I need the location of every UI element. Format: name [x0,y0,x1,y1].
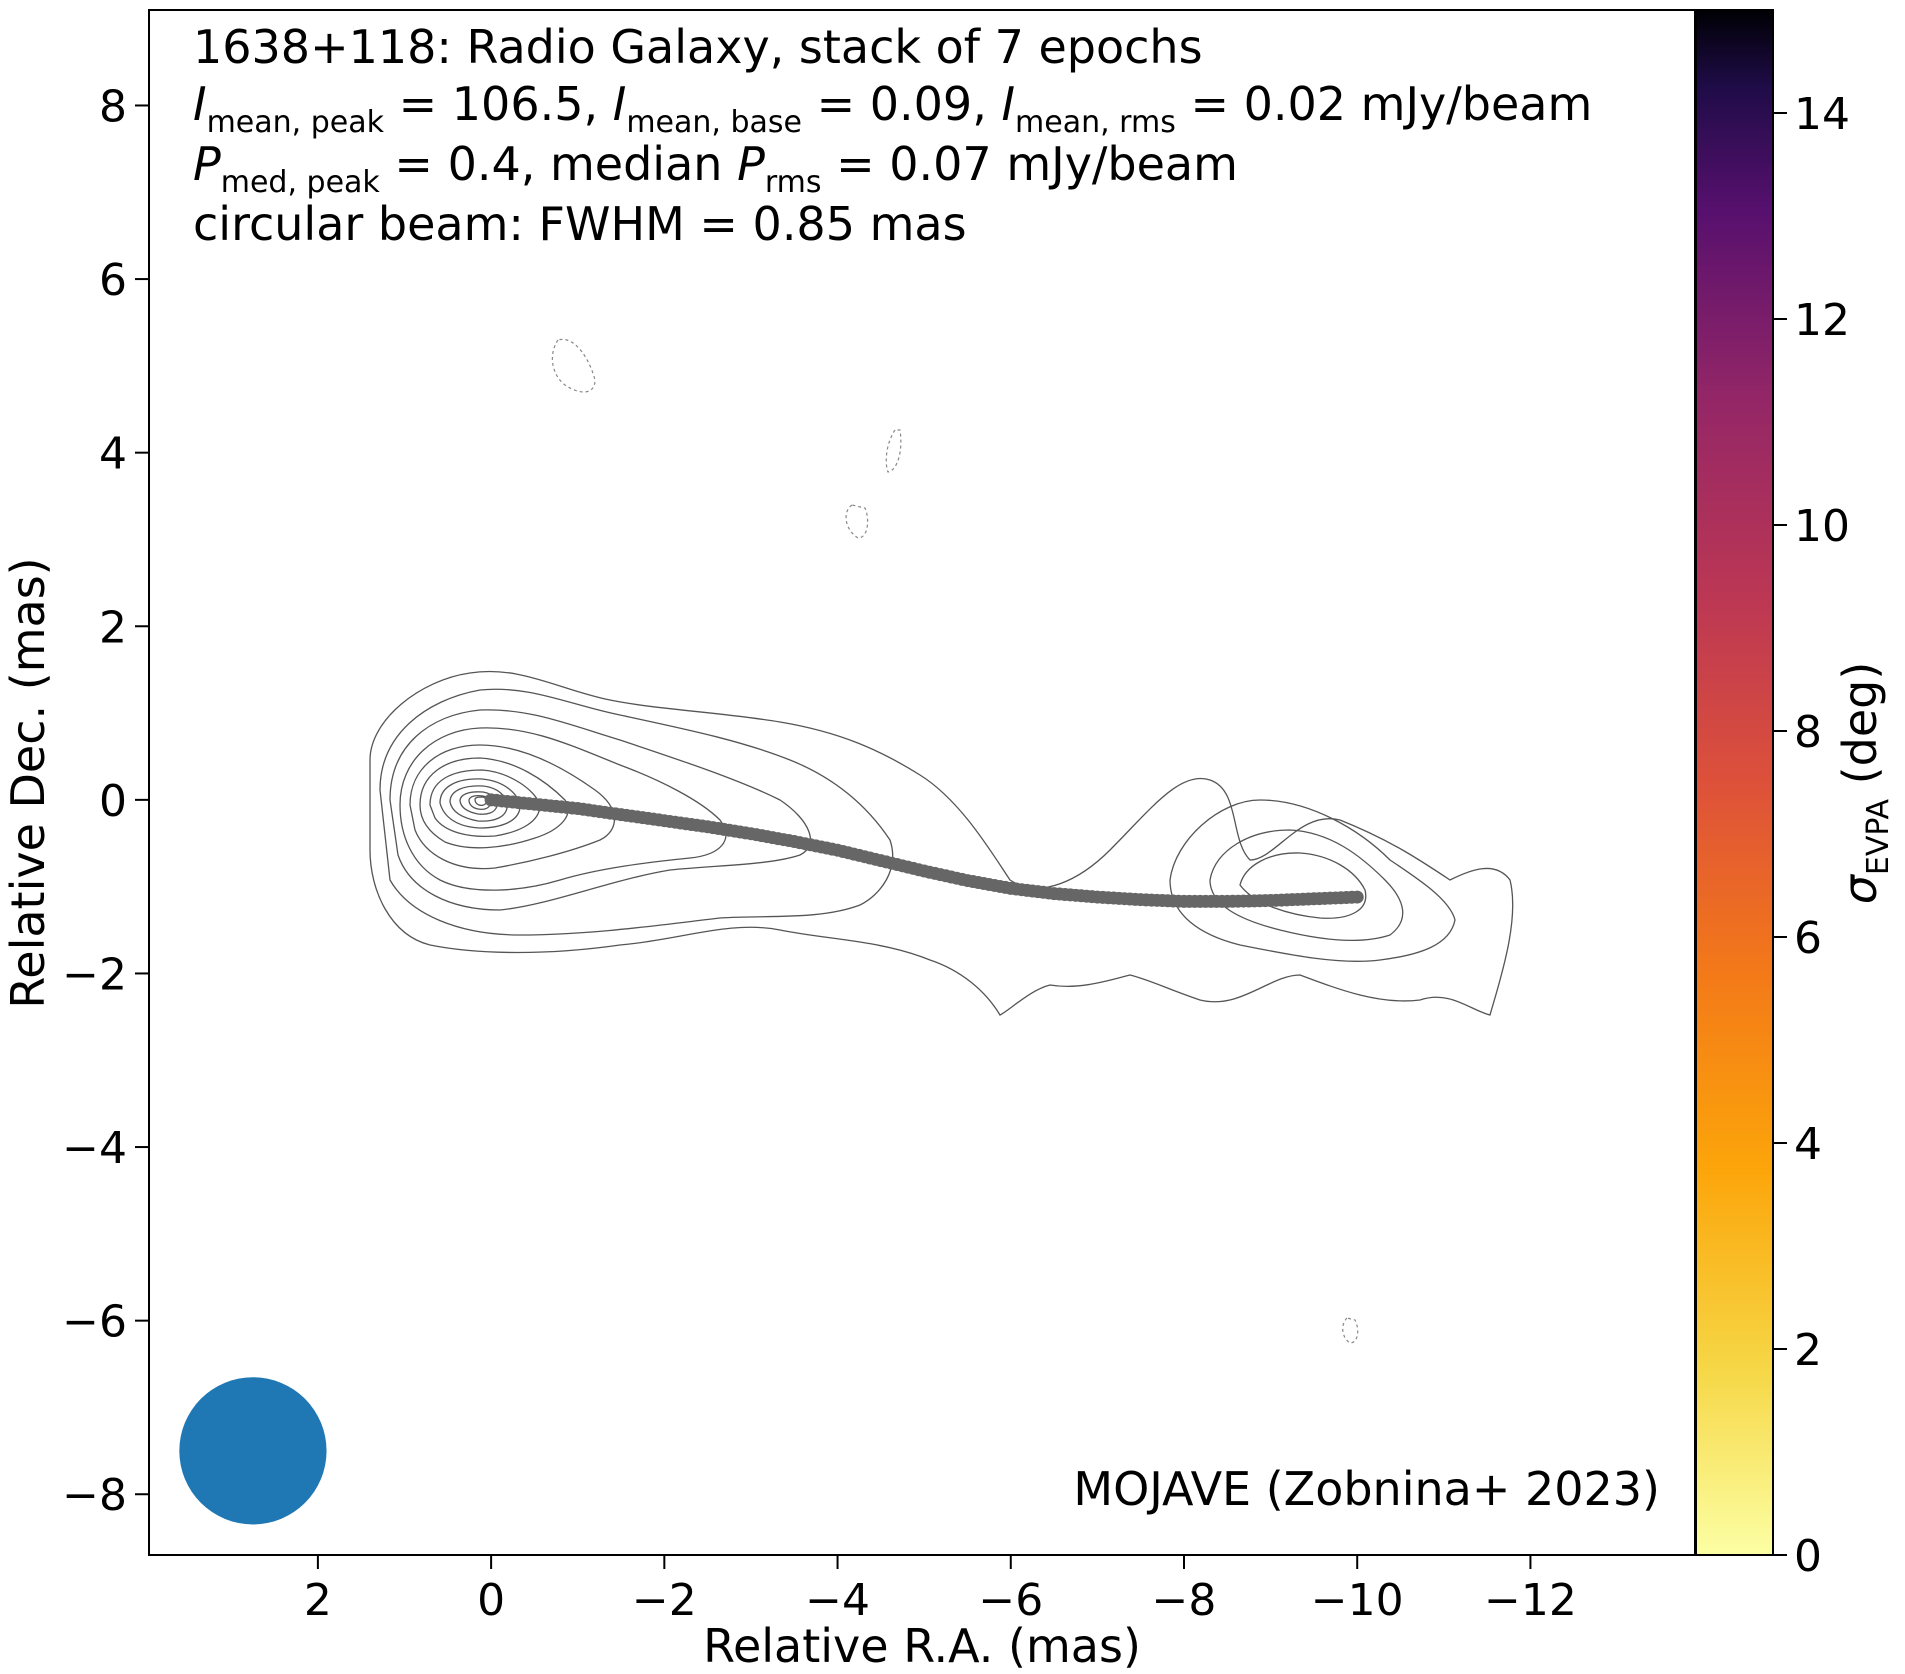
title-line-4: circular beam: FWHM = 0.85 mas [193,197,967,251]
x-tick-label: −2 [632,1575,697,1626]
x-tick-label: −4 [805,1575,870,1626]
colorbar-label: σEVPA (deg) [1833,662,1896,905]
colorbar-tick-label: 2 [1794,1325,1822,1376]
title-line-1: 1638+118: Radio Galaxy, stack of 7 epoch… [193,20,1203,74]
y-tick-label: 6 [99,255,127,306]
x-tick-label: 2 [304,1575,332,1626]
x-tick-label: −10 [1311,1575,1404,1626]
y-tick-label: −4 [62,1123,127,1174]
y-tick-label: 8 [99,81,127,132]
title-line-2: Imean, peak = 106.5, Imean, base = 0.09,… [193,77,1592,140]
colorbar-tick-label: 6 [1794,913,1822,964]
credit-label: MOJAVE (Zobnina+ 2023) [1073,1462,1660,1516]
colorbar-tick-label: 8 [1794,707,1822,758]
x-axis-label: Relative R.A. (mas) [703,1619,1141,1673]
colorbar-tick-label: 14 [1794,89,1850,140]
colorbar [1695,9,1774,1556]
x-axis: 2 0 −2 −4 −6 −8 −10 −12 [304,1555,1577,1626]
x-tick-label: 0 [477,1575,505,1626]
colorbar-tick-label: 0 [1794,1531,1822,1582]
colorbar-tick-label: 12 [1794,295,1850,346]
ridgeline-point [1350,890,1364,904]
y-tick-label: 2 [99,602,127,653]
y-axis-label: Relative Dec. (mas) [1,557,55,1008]
beam-ellipse [179,1377,327,1525]
y-tick-label: −6 [62,1297,127,1348]
title-line-3: Pmed, peak = 0.4, median Prms = 0.07 mJy… [193,137,1238,200]
colorbar-tick-label: 10 [1794,501,1850,552]
contour-lines [369,338,1514,1344]
colorbar-axis: 0 2 4 6 8 10 12 14 [1773,89,1850,1582]
y-tick-label: −2 [62,949,127,1000]
x-tick-label: −12 [1484,1575,1577,1626]
ridgeline-points [484,793,1364,908]
y-tick-label: 4 [99,429,127,480]
colorbar-tick-label: 4 [1794,1119,1822,1170]
x-tick-label: −8 [1152,1575,1217,1626]
x-tick-label: −6 [978,1575,1043,1626]
y-tick-label: −8 [62,1470,127,1521]
y-tick-label: 0 [99,776,127,827]
y-axis: 8 6 4 2 0 −2 −4 −6 −8 [62,81,149,1521]
